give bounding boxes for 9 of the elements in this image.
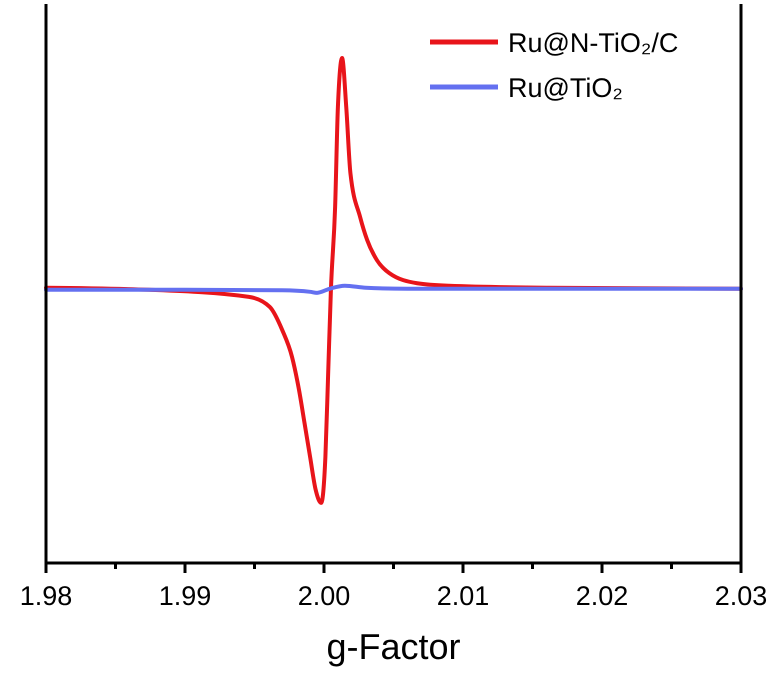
legend-label: Ru@N-TiO₂/C — [508, 28, 678, 58]
x-tick-label: 2.01 — [436, 581, 490, 611]
x-tick-label: 1.99 — [158, 581, 212, 611]
x-tick-label: 2.02 — [576, 581, 628, 611]
x-axis-title: g-Factor — [326, 626, 461, 667]
legend-label: Ru@TiO₂ — [508, 73, 623, 103]
x-tick-label: 2.03 — [714, 581, 768, 611]
x-tick-label: 1.98 — [20, 581, 72, 611]
x-tick-label: 2.00 — [298, 581, 350, 611]
